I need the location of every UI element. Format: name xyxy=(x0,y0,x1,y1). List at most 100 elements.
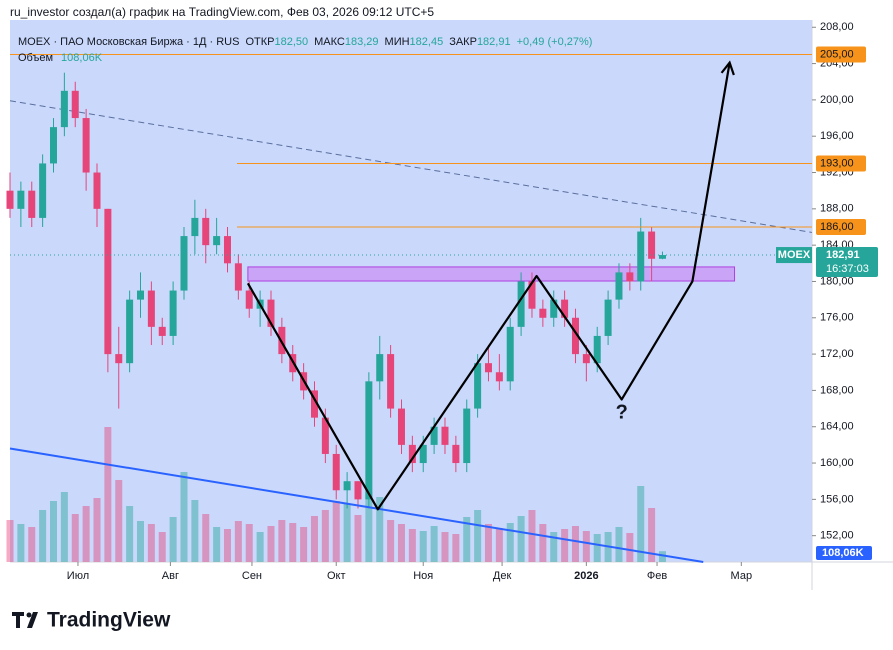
candle-body xyxy=(104,208,112,355)
y-tick-label: 176,00 xyxy=(820,312,854,324)
volume-tag-text: 108,06K xyxy=(822,547,864,559)
y-tick-label: 188,00 xyxy=(820,203,854,215)
y-tick-label: 168,00 xyxy=(820,384,854,396)
x-tick-label: Июл xyxy=(67,570,89,582)
volume-bar xyxy=(104,427,112,562)
candle-body xyxy=(539,308,547,318)
volume-bar xyxy=(430,526,438,562)
volume-bar xyxy=(60,492,68,562)
volume-bar xyxy=(354,515,362,562)
candle-body xyxy=(191,217,199,237)
legend-label: МАКС xyxy=(314,36,345,48)
candle-body xyxy=(310,390,318,418)
volume-bar xyxy=(517,516,525,562)
level-label: 186,00 xyxy=(820,221,854,233)
volume-bar xyxy=(376,497,384,562)
legend-value: 183,29 xyxy=(345,36,379,48)
trend-line xyxy=(9,100,813,233)
y-tick-label: 164,00 xyxy=(820,421,854,433)
x-tick-label: Авг xyxy=(162,570,179,582)
y-tick-label: 180,00 xyxy=(820,275,854,287)
candle-body xyxy=(82,118,90,173)
y-tick-label: 156,00 xyxy=(820,493,854,505)
candle-body xyxy=(267,299,275,327)
level-tag xyxy=(816,155,866,172)
volume-bar xyxy=(474,510,482,562)
y-tick-label: 200,00 xyxy=(820,94,854,106)
candle-body xyxy=(115,354,123,364)
volume-bar xyxy=(278,520,286,562)
volume-bar xyxy=(6,520,14,562)
candle-body xyxy=(376,354,384,382)
volume-bar xyxy=(615,527,623,562)
candle-body xyxy=(387,354,395,409)
volume-bar xyxy=(452,534,460,562)
countdown: 16:37:03 xyxy=(826,263,869,275)
candle-body xyxy=(506,326,514,382)
x-tick-label: Мар xyxy=(731,570,753,582)
logo-shape xyxy=(26,612,32,618)
x-tick-label: Сен xyxy=(242,570,262,582)
y-tick-label: 152,00 xyxy=(820,530,854,542)
volume-bar xyxy=(387,520,395,562)
candle-body xyxy=(28,190,36,218)
volume-bar xyxy=(648,508,656,562)
candle-body xyxy=(39,163,47,218)
candle-body xyxy=(561,299,569,318)
chart-pane xyxy=(10,20,812,562)
candle-body xyxy=(213,236,221,246)
y-tick-label: 196,00 xyxy=(820,130,854,142)
legend: MOEX · ПАО Московская Биржа · 1Д · RUS ОТ… xyxy=(18,36,592,48)
volume-bar xyxy=(441,532,449,562)
candle-body xyxy=(60,90,68,128)
volume-bar xyxy=(321,510,329,562)
level-tag xyxy=(816,218,866,235)
volume-bar xyxy=(332,501,340,562)
logo-text: TradingView xyxy=(47,609,171,632)
volume-bar xyxy=(539,524,547,562)
candle-body xyxy=(615,272,623,300)
volume-bar xyxy=(234,521,242,562)
volume-bar xyxy=(169,517,177,562)
candle-body xyxy=(452,444,460,464)
candle-body xyxy=(604,299,612,336)
support-line xyxy=(9,447,704,563)
legend-label: ОТКР xyxy=(245,36,274,48)
volume-bar xyxy=(343,504,351,562)
level-label: 205,00 xyxy=(820,48,854,60)
sketch-path xyxy=(246,62,731,511)
volume-bar xyxy=(93,498,101,562)
candle-body xyxy=(648,231,656,259)
candle-body xyxy=(158,326,166,336)
volume-bar xyxy=(245,524,253,562)
volume-bar xyxy=(397,524,405,562)
x-tick-label: Дек xyxy=(493,570,512,582)
candle-body xyxy=(234,263,242,291)
y-tick-label: 160,00 xyxy=(820,457,854,469)
legend-label: МИН xyxy=(385,36,410,48)
volume-bar xyxy=(506,523,514,562)
volume-bar xyxy=(256,532,264,562)
candle-body xyxy=(180,236,188,291)
candle-body xyxy=(474,363,482,409)
price-tag xyxy=(816,247,878,278)
candle-body xyxy=(17,190,25,209)
candle-body xyxy=(202,217,210,246)
x-tick-label: Фев xyxy=(647,570,667,582)
candle-body xyxy=(147,290,155,327)
x-tick-label: 2026 xyxy=(574,570,598,582)
volume-bar xyxy=(39,510,47,562)
legend-value: 182,91 xyxy=(477,36,511,48)
candle-body xyxy=(495,372,503,382)
candle-body xyxy=(397,408,405,445)
candle-body xyxy=(637,231,645,282)
legend-label: ЗАКР xyxy=(449,36,477,48)
candle-body xyxy=(93,172,101,209)
question-mark: ? xyxy=(616,401,628,423)
arrow-head xyxy=(720,60,735,76)
candle-body xyxy=(517,281,525,327)
candle-body xyxy=(626,272,634,282)
candle-body xyxy=(126,299,134,364)
candle-body xyxy=(136,290,144,300)
